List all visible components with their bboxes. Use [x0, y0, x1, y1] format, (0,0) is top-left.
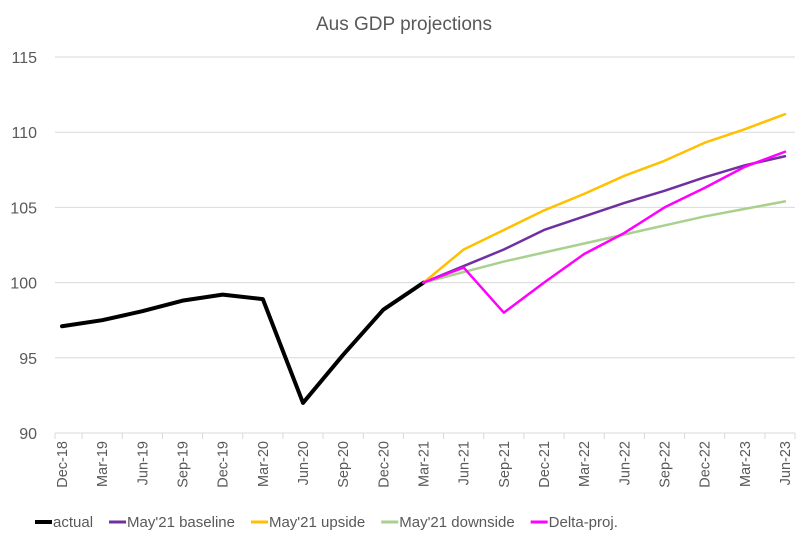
legend: actual May'21 baseline May'21 upside May'21… — [35, 514, 618, 531]
legend-label: May'21 baseline — [127, 514, 235, 531]
series-line — [422, 200, 787, 284]
x-tick-label: Mar-20 — [256, 441, 272, 487]
x-tick-label: Jun-21 — [457, 441, 473, 485]
legend-label: Delta-proj. — [549, 514, 618, 531]
legend-item: May'21 baseline — [109, 514, 235, 531]
legend-item: May'21 downside — [381, 514, 515, 531]
x-tick-label: Sep-19 — [176, 441, 192, 488]
legend-item: actual — [35, 514, 93, 531]
series-lines — [60, 112, 787, 405]
x-tick-label: Dec-22 — [698, 441, 714, 488]
y-tick-label: 95 — [19, 351, 37, 368]
x-tick-label: Dec-19 — [216, 441, 232, 488]
y-tick-label: 90 — [19, 426, 37, 443]
x-tick-label: Mar-21 — [417, 441, 433, 487]
x-tick-label: Jun-20 — [296, 441, 312, 485]
x-axis: Dec-18 Mar-19 Jun-19 Sep-19 Dec-19 Mar-20 Jun-… — [54, 432, 796, 488]
series-may-21-upside — [422, 112, 787, 284]
series-line — [60, 280, 426, 405]
chart-title: Aus GDP projections — [316, 14, 492, 35]
series-line — [422, 112, 787, 284]
x-tick-label: Sep-22 — [658, 441, 674, 488]
series-delta-proj- — [422, 150, 787, 314]
series-line — [422, 150, 787, 314]
legend-label: actual — [53, 514, 93, 531]
x-tick-label: Mar-19 — [95, 441, 111, 487]
x-tick-label: Sep-21 — [497, 441, 513, 488]
legend-label: May'21 upside — [269, 514, 365, 531]
x-tick-label: Dec-18 — [55, 441, 71, 488]
x-tick-label: Mar-23 — [738, 441, 754, 487]
y-tick-label: 105 — [10, 200, 37, 217]
gridlines — [55, 56, 795, 359]
legend-label: May'21 downside — [399, 514, 514, 531]
x-tick-label: Jun-22 — [617, 441, 633, 485]
y-tick-label: 100 — [10, 276, 37, 293]
x-tick-label: Sep-20 — [336, 441, 352, 488]
x-tick-label: Dec-20 — [376, 441, 392, 488]
y-axis-ticks: 90 95 100 105 110 115 — [10, 50, 37, 443]
legend-item: Delta-proj. — [530, 514, 618, 531]
legend-item: May'21 upside — [250, 514, 365, 531]
x-tick-label: Jun-23 — [778, 441, 794, 485]
series-actual — [60, 280, 426, 405]
series-line — [422, 155, 787, 284]
x-tick-label: Mar-22 — [577, 441, 593, 487]
x-tick-label: Jun-19 — [135, 441, 151, 485]
y-tick-label: 110 — [11, 125, 37, 142]
y-tick-label: 115 — [11, 50, 37, 67]
x-tick-label: Dec-21 — [537, 441, 553, 488]
